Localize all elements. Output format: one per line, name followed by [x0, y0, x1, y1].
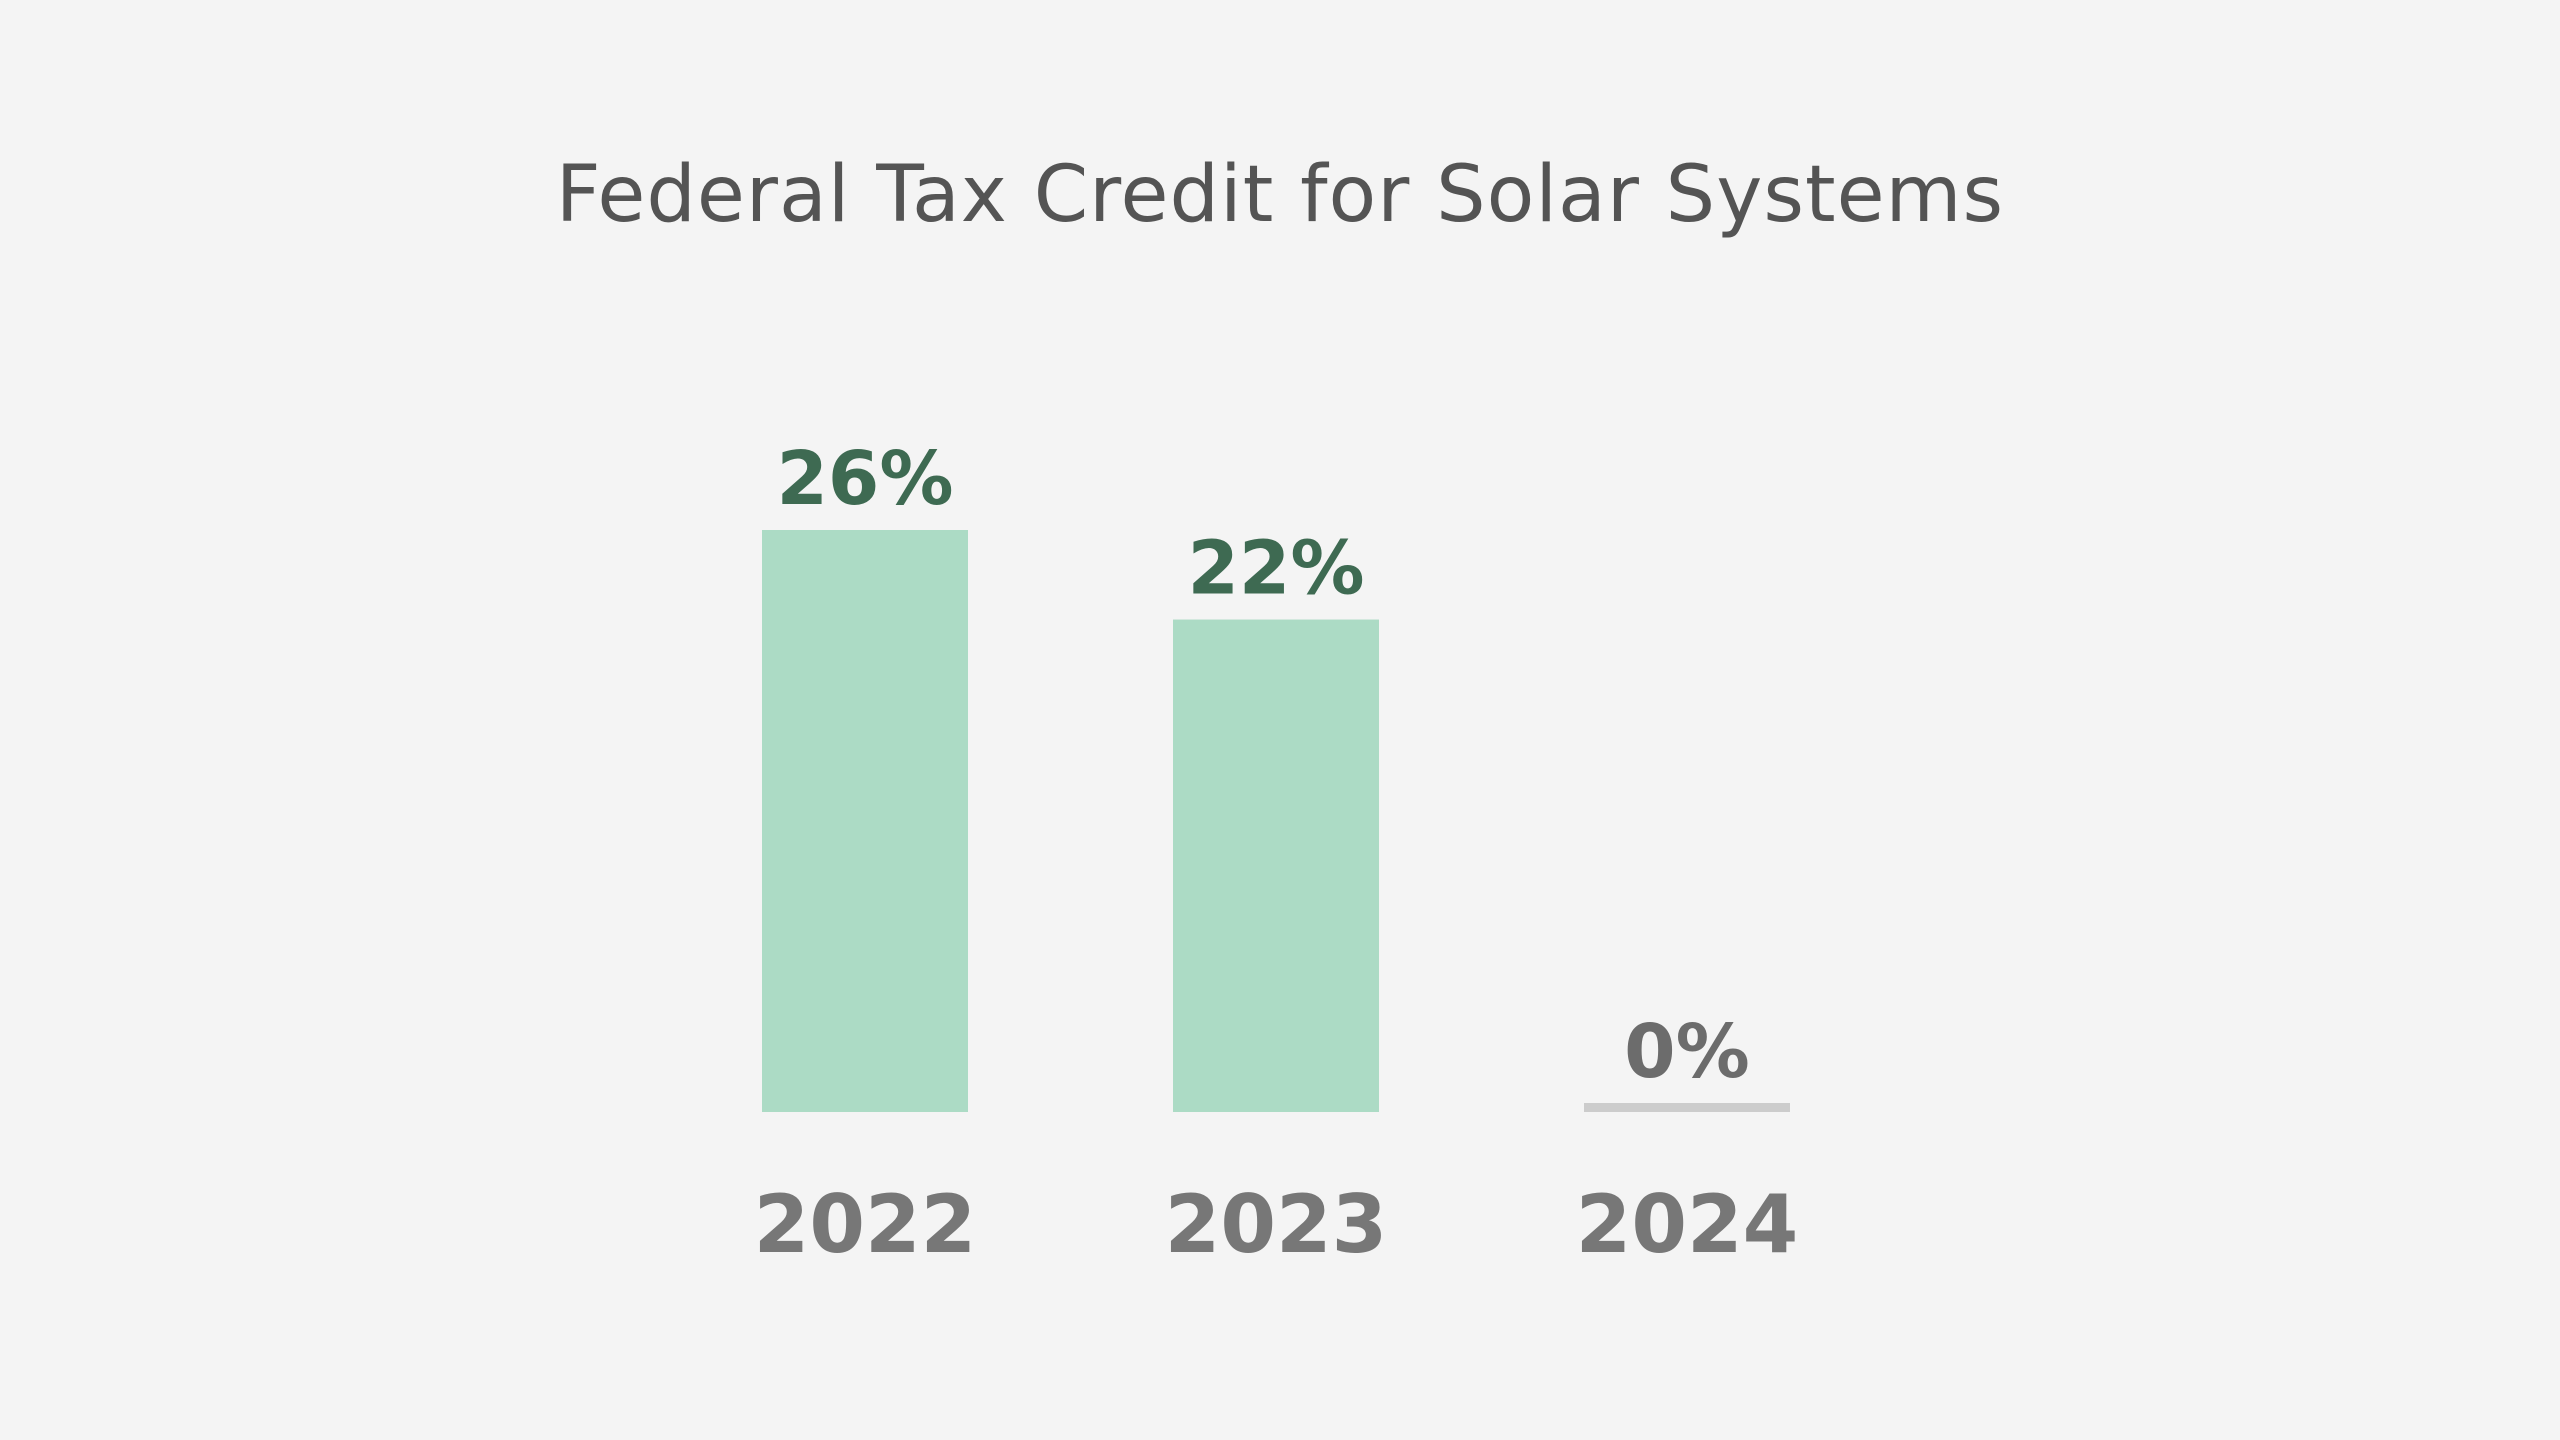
- data-label-2022: 26%: [776, 436, 953, 522]
- x-tick-label-2022: 2022: [754, 1178, 977, 1271]
- x-tick-label-2023: 2023: [1165, 1178, 1388, 1271]
- data-label-2023: 22%: [1187, 526, 1364, 612]
- bar-2023: [1173, 619, 1379, 1112]
- chart-title: Federal Tax Credit for Solar Systems: [555, 150, 2005, 240]
- data-label-2024: 0%: [1624, 1009, 1750, 1095]
- x-tick-label-2024: 2024: [1576, 1178, 1799, 1271]
- bar-2024: [1584, 1103, 1790, 1112]
- bar-2022: [762, 530, 968, 1112]
